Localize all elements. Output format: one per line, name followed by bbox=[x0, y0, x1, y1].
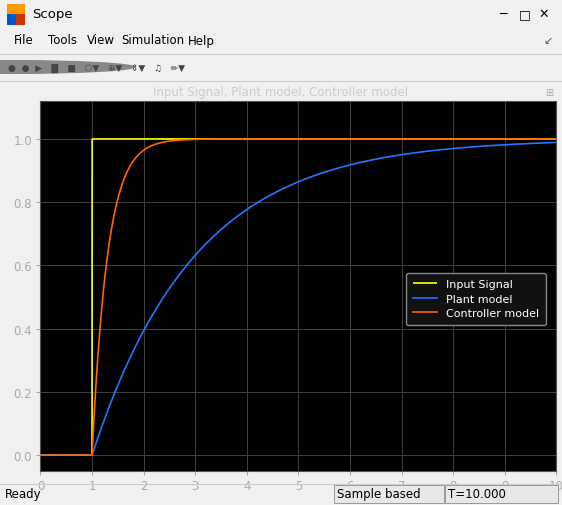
Bar bbox=[7, 5, 25, 25]
Text: ─: ─ bbox=[499, 8, 507, 21]
Text: Tools: Tools bbox=[48, 34, 77, 47]
Bar bbox=[7, 5, 25, 15]
Text: Ready: Ready bbox=[4, 487, 41, 500]
Text: ⊞: ⊞ bbox=[546, 88, 554, 98]
Legend: Input Signal, Plant model, Controller model: Input Signal, Plant model, Controller mo… bbox=[406, 273, 546, 325]
Text: □: □ bbox=[519, 8, 530, 21]
Text: Input Signal, Plant model, Controller model: Input Signal, Plant model, Controller mo… bbox=[153, 86, 409, 99]
Text: ↙: ↙ bbox=[543, 36, 552, 46]
Bar bbox=[7, 15, 16, 25]
Text: Scope: Scope bbox=[33, 8, 73, 21]
Text: Sample based: Sample based bbox=[337, 487, 421, 500]
Text: T=10.000: T=10.000 bbox=[448, 487, 506, 500]
Text: Help: Help bbox=[188, 34, 215, 47]
Text: View: View bbox=[87, 34, 115, 47]
Circle shape bbox=[0, 61, 136, 75]
FancyBboxPatch shape bbox=[445, 485, 558, 503]
FancyBboxPatch shape bbox=[334, 485, 444, 503]
Text: ●  ●  ▶  ▐▌  ■   ⬡▼   ⊕▼   ⇕▼   ♫   ✏▼: ● ● ▶ ▐▌ ■ ⬡▼ ⊕▼ ⇕▼ ♫ ✏▼ bbox=[8, 63, 185, 72]
Text: ✕: ✕ bbox=[539, 8, 549, 21]
Text: Simulation: Simulation bbox=[121, 34, 184, 47]
Text: File: File bbox=[14, 34, 34, 47]
